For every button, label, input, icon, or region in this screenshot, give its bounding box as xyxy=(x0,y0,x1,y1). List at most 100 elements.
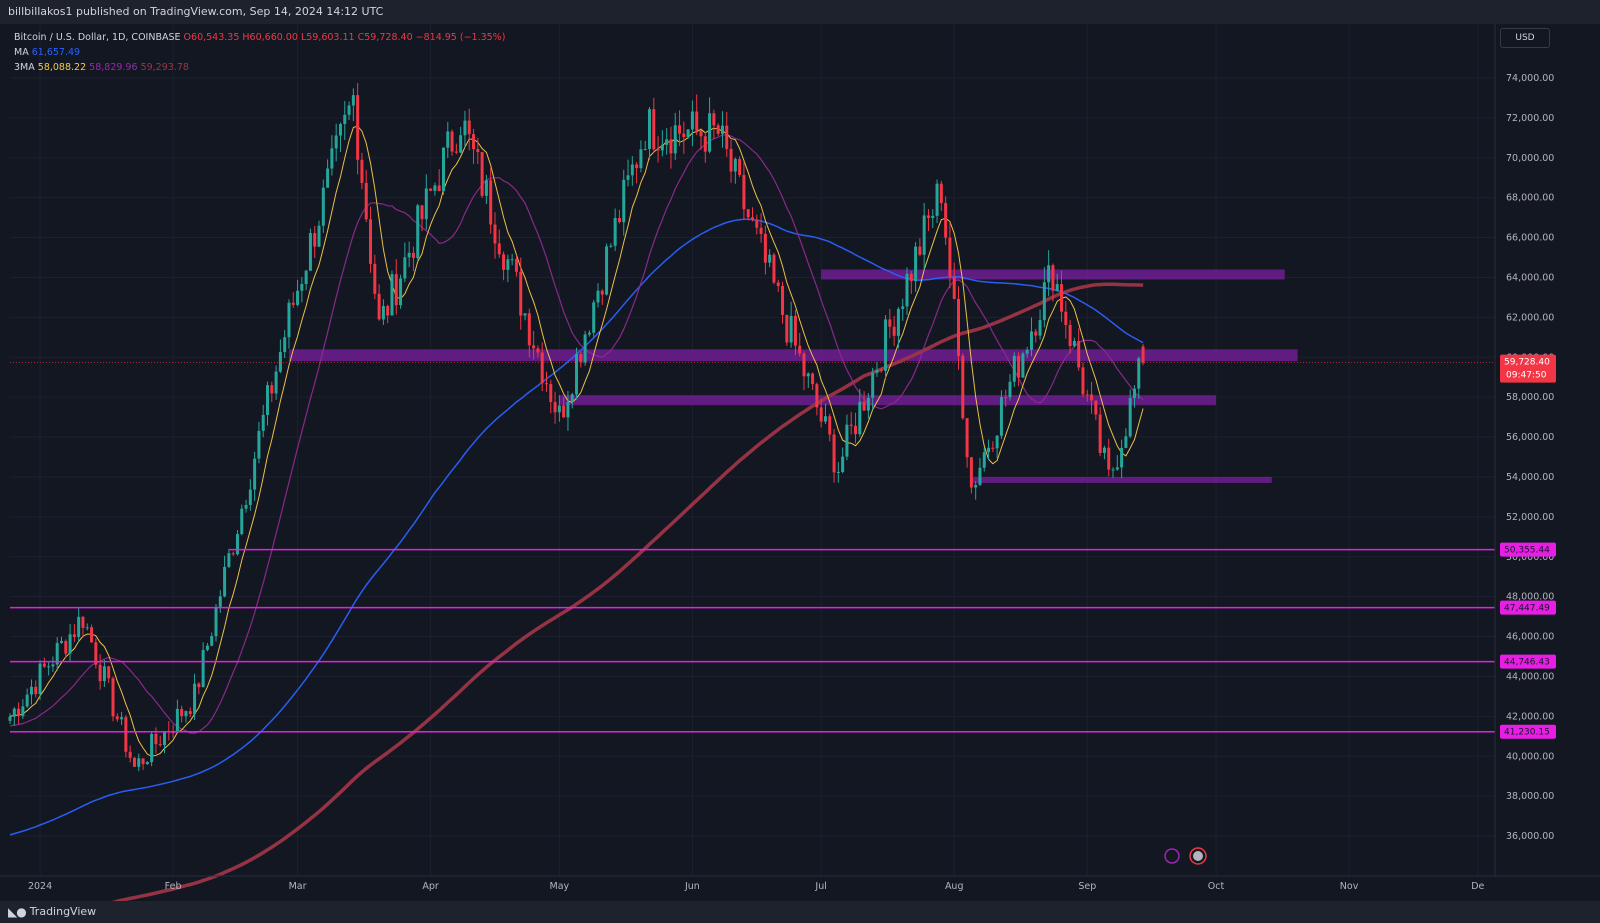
candle-body xyxy=(901,306,905,309)
candle-body xyxy=(1060,284,1064,312)
y-tick-label: 72,000.00 xyxy=(1506,113,1554,124)
event-icon[interactable] xyxy=(1164,847,1207,865)
candle-body xyxy=(150,734,154,763)
candle-body xyxy=(223,566,227,597)
candle-body xyxy=(497,243,501,255)
candle-body xyxy=(965,418,969,458)
candle-body xyxy=(609,245,613,247)
candle-body xyxy=(454,151,458,153)
candle-body xyxy=(184,711,188,717)
candle-body xyxy=(639,149,643,169)
candle-body xyxy=(909,273,913,282)
candle-body xyxy=(1128,398,1132,437)
candle-body xyxy=(17,708,21,717)
candle-body xyxy=(776,282,780,286)
candle-body xyxy=(210,636,214,646)
ma3-value-2: 58,829.96 xyxy=(89,62,138,73)
candle-body xyxy=(695,111,699,131)
candle-body xyxy=(270,385,274,394)
candle-body xyxy=(815,384,819,408)
x-tick-label: Jun xyxy=(684,881,700,892)
candle-body xyxy=(227,553,231,567)
price-axis[interactable]: 36,000.00 38,000.00 40,000.00 42,000.00 44,0… xyxy=(1494,24,1554,876)
candle-body xyxy=(699,130,703,137)
y-tick-label: 42,000.00 xyxy=(1506,711,1554,722)
candle-body xyxy=(944,203,948,238)
x-tick-label: Apr xyxy=(422,881,439,892)
symbol-title[interactable]: Bitcoin / U.S. Dollar, 1D, COINBASE xyxy=(14,32,181,43)
level-tag-bg xyxy=(1500,654,1556,669)
candle-body xyxy=(266,385,270,415)
open-value: O60,543.35 xyxy=(183,32,240,43)
candle-body xyxy=(433,185,437,191)
tradingview-logo-icon: ◣● xyxy=(8,905,27,919)
candle-body xyxy=(854,425,858,435)
candle-body xyxy=(845,424,849,457)
legend-symbol-row: Bitcoin / U.S. Dollar, 1D, COINBASE O60,… xyxy=(14,30,505,45)
y-tick-label: 56,000.00 xyxy=(1506,432,1554,443)
candle-body xyxy=(373,263,377,294)
candle-body xyxy=(231,553,235,555)
price-chart[interactable]: 36,000.00 38,000.00 40,000.00 42,000.00 44,0… xyxy=(0,24,1600,901)
level-tag-label: 44,746.43 xyxy=(1504,658,1550,668)
candle-body xyxy=(562,405,566,418)
candle-body xyxy=(892,326,896,336)
candle-body xyxy=(124,717,128,752)
candle-body xyxy=(1008,381,1012,398)
y-tick-label: 66,000.00 xyxy=(1506,233,1554,244)
level-tag-label: 47,447.49 xyxy=(1504,604,1550,614)
candle-body xyxy=(476,149,480,152)
candle-body xyxy=(1085,394,1089,396)
candle-body xyxy=(974,484,978,488)
candle-body xyxy=(102,666,106,682)
candle-body xyxy=(914,246,918,282)
candle-body xyxy=(536,348,540,353)
candle-body xyxy=(171,732,175,734)
candle-body xyxy=(304,270,308,285)
candle-body xyxy=(802,353,806,377)
ma-label: MA xyxy=(14,47,29,58)
candle-body xyxy=(969,457,973,488)
candle-body xyxy=(201,649,205,688)
candle-body xyxy=(278,351,282,372)
candle-body xyxy=(386,306,390,316)
candle-body xyxy=(137,758,141,767)
x-tick-label: Oct xyxy=(1208,881,1225,892)
candle-body xyxy=(356,95,360,160)
candle-body xyxy=(888,319,892,327)
candle-body xyxy=(819,407,823,422)
tradingview-logo[interactable]: ◣● TradingView xyxy=(8,901,96,923)
x-tick-label: Nov xyxy=(1340,881,1359,892)
candle-body xyxy=(755,219,759,228)
candle-body xyxy=(570,394,574,402)
candle-body xyxy=(798,345,802,354)
ma3-value-1: 58,088.22 xyxy=(37,62,87,73)
candle-body xyxy=(416,205,420,259)
candle-body xyxy=(544,383,548,385)
legend-3ma-row[interactable]: 3MA 58,088.22 58,829.96 59,293.78 xyxy=(14,60,505,75)
candle-body xyxy=(553,402,557,413)
candle-body xyxy=(296,290,300,305)
candle-body xyxy=(94,642,98,665)
time-axis[interactable]: 2024 Feb Mar Apr May Jun Jul Aug Sep Oct Nov De xyxy=(0,875,1600,892)
candle-body xyxy=(244,504,248,509)
candle-body xyxy=(437,185,441,192)
candle-body xyxy=(875,369,879,373)
candle-body xyxy=(394,274,398,306)
x-tick-label: De xyxy=(1471,881,1484,892)
level-tag-label: 50,355.44 xyxy=(1504,546,1550,556)
high-value: H60,660.00 xyxy=(242,32,298,43)
y-tick-label: 70,000.00 xyxy=(1506,153,1554,164)
candle-body xyxy=(47,666,51,668)
candle-body xyxy=(1094,400,1098,415)
candle-body xyxy=(1137,358,1141,389)
candle-body xyxy=(300,284,304,291)
candle-body xyxy=(725,125,729,149)
candle-body xyxy=(8,716,12,721)
candle-body xyxy=(1120,447,1124,468)
currency-button[interactable]: USD xyxy=(1500,28,1550,48)
candle-body xyxy=(390,274,394,316)
candle-body xyxy=(1141,346,1145,363)
legend-ma-row[interactable]: MA 61,657.49 xyxy=(14,45,505,60)
candle-body xyxy=(291,302,295,305)
